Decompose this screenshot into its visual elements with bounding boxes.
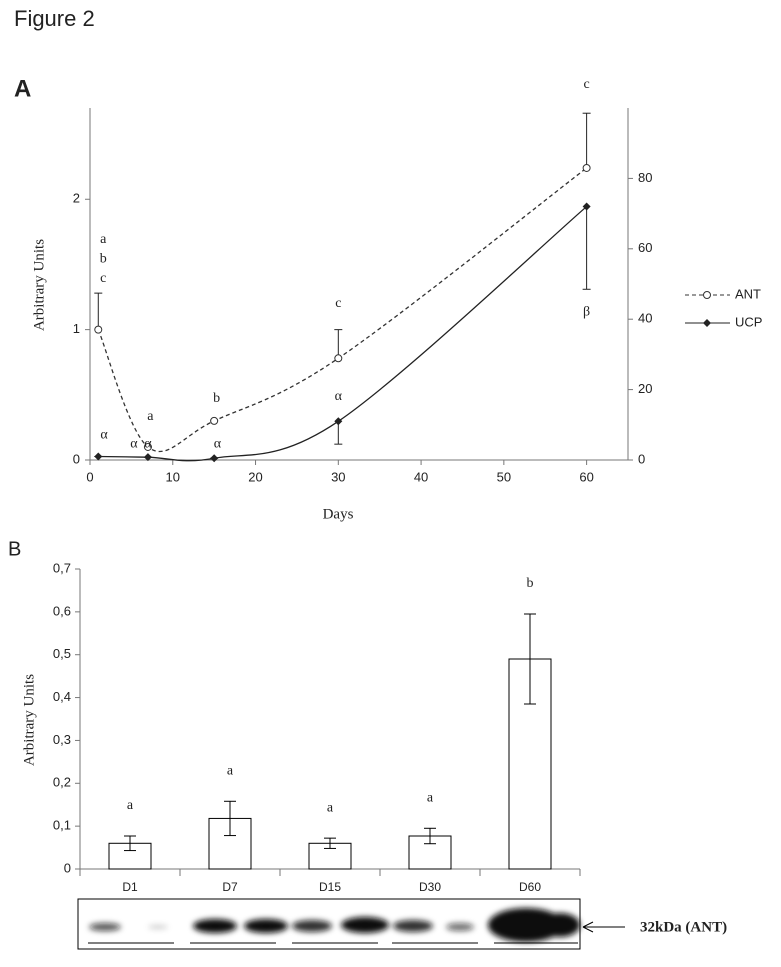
point [143, 453, 152, 462]
series-line [97, 167, 588, 453]
y2-tick-label: 40 [638, 311, 652, 326]
y2-tick-label: 20 [638, 381, 652, 396]
arrow-head [582, 921, 594, 933]
band [393, 920, 433, 932]
y-tick-label: 1 [73, 321, 80, 336]
y-tick-label: 0,1 [53, 818, 71, 833]
annotation: β [583, 304, 590, 319]
x-tick-label: D1 [122, 880, 138, 894]
band [244, 919, 288, 933]
panel-label: B [8, 538, 21, 560]
x-tick-label: D30 [419, 880, 441, 894]
point [582, 163, 591, 172]
annotation: b [213, 391, 220, 406]
figure-title: Figure 2 [14, 6, 95, 31]
legend-label: ANT [735, 286, 761, 301]
band [193, 919, 237, 933]
blot-bands [89, 908, 580, 942]
x-tick-label: 40 [414, 469, 428, 484]
x-tick-label: 0 [86, 469, 93, 484]
group-letter: a [327, 800, 334, 815]
group-letter: a [427, 791, 434, 806]
band [488, 908, 564, 942]
annotation: α [144, 436, 152, 451]
x-tick-label: D60 [519, 880, 541, 894]
x-tick-label: 60 [579, 469, 593, 484]
blot-label: 32kDa (ANT) [640, 919, 727, 935]
point [334, 417, 343, 426]
annotation: α [214, 436, 222, 451]
y-tick-label: 0,7 [53, 560, 71, 575]
group-letter: b [527, 576, 534, 591]
annotation: a [100, 232, 107, 247]
x-tick-label: 10 [166, 469, 180, 484]
y-tick-label: 0,6 [53, 603, 71, 618]
y-tick-label: 0,2 [53, 775, 71, 790]
legend-marker [703, 319, 711, 327]
point [94, 325, 103, 334]
annotation: α [100, 428, 108, 443]
band [89, 923, 121, 931]
x-tick-label: D7 [222, 880, 238, 894]
y-tick-label: 2 [73, 191, 80, 206]
band [341, 917, 389, 933]
x-tick-label: 30 [331, 469, 345, 484]
western-blot: 32kDa (ANT) [77, 898, 727, 950]
band [540, 913, 580, 937]
annotation: a [147, 409, 154, 424]
point [143, 442, 152, 451]
point [582, 202, 591, 211]
point [94, 452, 103, 461]
legend-label: UCP [735, 314, 762, 329]
y-tick-label: 0 [64, 860, 71, 875]
y-axis-label: Arbitrary Units [31, 239, 47, 331]
annotation: c [335, 296, 341, 311]
x-axis-label: Days [323, 506, 354, 522]
annotation: c [584, 77, 590, 92]
y-tick-label: 0 [73, 451, 80, 466]
legend-marker [703, 291, 711, 299]
group-letter: a [227, 764, 234, 779]
y2-tick-label: 60 [638, 240, 652, 255]
band [292, 920, 332, 932]
y-axis-label: Arbitrary Units [21, 674, 37, 766]
point [210, 416, 219, 425]
annotation: α [335, 389, 343, 404]
panel-label: A [14, 75, 31, 102]
group-letter: a [127, 798, 134, 813]
y-tick-label: 0,4 [53, 689, 71, 704]
x-tick-label: 50 [497, 469, 511, 484]
annotation: b [100, 251, 107, 266]
y-tick-label: 0,3 [53, 732, 71, 747]
y-tick-label: 0,5 [53, 646, 71, 661]
point [210, 454, 219, 463]
annotation: α [130, 436, 138, 451]
y2-tick-label: 0 [638, 451, 645, 466]
band [148, 925, 168, 929]
band [446, 923, 474, 931]
y2-tick-label: 80 [638, 170, 652, 185]
x-tick-label: D15 [319, 880, 341, 894]
annotation: c [100, 271, 106, 286]
series-line [98, 206, 588, 462]
point [334, 354, 343, 363]
x-tick-label: 20 [248, 469, 262, 484]
